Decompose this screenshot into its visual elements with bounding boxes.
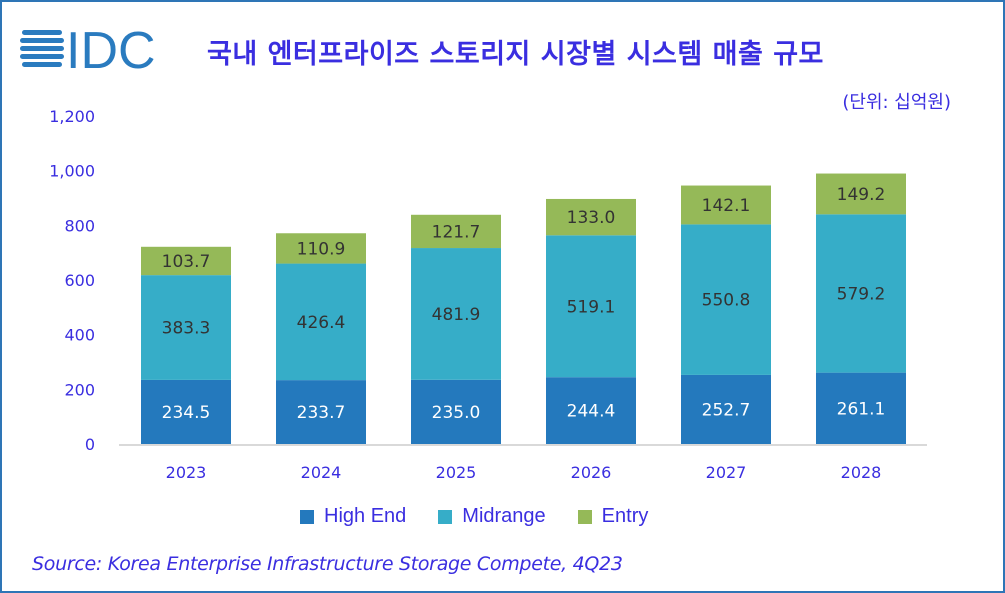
data-label: 235.0 [432,403,481,423]
bar-segment-entry [411,214,501,249]
legend-item-high-end: High End [300,505,406,528]
y-tick-label: 1,000 [49,162,95,181]
bar-segment-high-end [816,372,906,444]
data-label: 121.7 [432,222,481,242]
y-tick-label: 1,200 [49,107,95,126]
y-tick-label: 400 [64,326,95,345]
legend-item-midrange: Midrange [438,505,546,528]
y-tick-label: 800 [64,216,95,235]
bar-segment-midrange [276,263,366,381]
bar-segment-midrange [816,214,906,373]
bar-segment-entry [276,233,366,264]
legend: High End Midrange Entry [300,505,648,528]
bar-segment-high-end [276,380,366,444]
data-label: 383.3 [162,319,211,339]
bar-segment-midrange [141,275,231,380]
data-label: 233.7 [297,403,346,423]
unit-label: (단위: 십억원) [842,92,951,113]
data-label: 133.0 [567,208,616,228]
data-label: 426.4 [297,313,346,333]
bar-segment-high-end [681,374,771,444]
bar-segment-entry [681,185,771,225]
data-label: 103.7 [162,252,211,272]
data-label: 519.1 [567,297,616,317]
bar-segment-midrange [411,248,501,380]
y-tick-label: 600 [64,271,95,290]
data-label: 110.9 [297,239,346,259]
legend-label: High End [324,505,407,527]
x-tick-label: 2025 [436,463,477,482]
data-label: 142.1 [702,196,751,216]
x-tick-label: 2026 [571,463,612,482]
chart-title: 국내 엔터프라이즈 스토리지 시장별 시스템 매출 규모 [207,39,824,70]
legend-label: Midrange [462,505,546,527]
y-tick-label: 0 [85,435,95,454]
x-tick-label: 2028 [841,463,882,482]
bar-segment-high-end [411,379,501,444]
y-tick-label: 200 [64,380,95,399]
source-note: Source: Korea Enterprise Infrastructure … [32,553,623,575]
idc-logo: IDC [20,26,156,72]
bar-segment-midrange [546,235,636,378]
data-label: 261.1 [837,399,886,419]
svg-text:IDC: IDC [66,26,156,72]
data-label: 234.5 [162,403,211,423]
legend-item-entry: Entry [577,505,649,528]
data-label: 481.9 [432,305,481,325]
data-label: 550.8 [702,291,751,311]
bar-segment-entry [816,173,906,215]
data-label: 579.2 [837,284,886,304]
legend-label: Entry [601,505,649,527]
bar-segment-high-end [546,377,636,444]
x-tick-label: 2023 [166,463,207,482]
x-tick-label: 2024 [301,463,342,482]
data-label: 244.4 [567,402,616,422]
bar-segment-entry [546,198,636,236]
data-label: 149.2 [837,185,886,205]
data-label: 252.7 [702,400,751,420]
bar-segment-entry [141,246,231,276]
x-tick-label: 2027 [706,463,747,482]
bar-segment-high-end [141,379,231,444]
bar-segment-midrange [681,224,771,375]
